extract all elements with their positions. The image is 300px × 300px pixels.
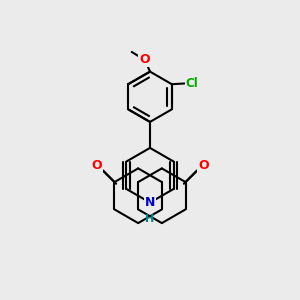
Text: H: H bbox=[146, 214, 154, 224]
Text: N: N bbox=[145, 196, 155, 209]
Text: O: O bbox=[139, 53, 150, 66]
Text: O: O bbox=[91, 159, 102, 172]
Text: O: O bbox=[198, 159, 209, 172]
Text: Cl: Cl bbox=[186, 77, 199, 90]
